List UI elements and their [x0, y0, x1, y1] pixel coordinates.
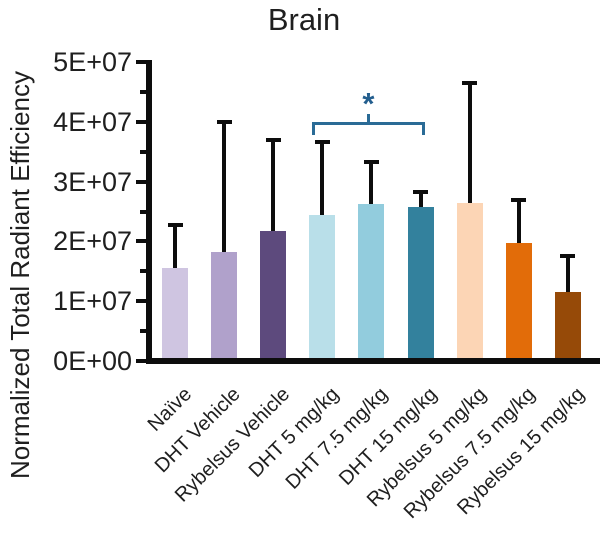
- error-bar-cap-rybelsus-vehicle: [265, 138, 281, 143]
- y-tick-label: 5E+07: [53, 47, 132, 77]
- y-tick-label: 3E+07: [53, 166, 132, 197]
- y-axis-title: Normalized Total Radiant Efficiency: [5, 71, 35, 480]
- y-tick-label: 1E+07: [53, 286, 132, 317]
- error-bar-cap-dht-7-5-mg-kg: [363, 160, 379, 165]
- y-minor-tick: [140, 89, 146, 94]
- significance-bracket-mid-tick: [366, 114, 370, 122]
- error-bar-cap-dht-5-mg-kg: [314, 139, 330, 144]
- error-bar-cap-na-ve: [167, 222, 183, 227]
- error-bar-rybelsus-7-5-mg-kg: [516, 200, 521, 244]
- bar-rybelsus-15-mg-kg: [554, 292, 581, 358]
- y-major-tick: [136, 60, 146, 64]
- y-tick-label: 2E+07: [53, 226, 132, 257]
- y-major-tick: [136, 299, 146, 304]
- y-major-tick: [136, 119, 146, 124]
- y-major-tick: [136, 179, 146, 184]
- chart-title: Brain: [267, 2, 341, 37]
- y-tick-label: 0E+00: [53, 346, 132, 376]
- error-bar-cap-rybelsus-7-5-mg-kg: [511, 198, 527, 203]
- error-bar-cap-dht-15-mg-kg: [413, 190, 428, 195]
- significance-asterisk: *: [362, 86, 375, 121]
- error-bar-dht-5-mg-kg: [320, 141, 325, 216]
- error-bar-na-ve: [173, 224, 177, 269]
- significance-bracket-right-leg: [421, 122, 425, 135]
- y-minor-tick: [140, 209, 146, 214]
- error-bar-cap-dht-vehicle: [216, 119, 232, 124]
- y-axis-line: [146, 60, 152, 364]
- bar-rybelsus-vehicle: [260, 230, 287, 358]
- y-minor-tick: [140, 149, 146, 154]
- bar-dht-15-mg-kg: [407, 206, 434, 358]
- y-minor-tick: [140, 329, 146, 334]
- bar-na-ve: [162, 268, 188, 358]
- y-tick-label: 4E+07: [53, 106, 132, 137]
- y-major-tick: [136, 239, 146, 244]
- error-bar-rybelsus-15-mg-kg: [565, 256, 570, 293]
- bar-rybelsus-5-mg-kg: [456, 203, 483, 358]
- x-axis-line: [146, 358, 600, 364]
- bar-dht-vehicle: [211, 251, 238, 358]
- significance-bracket-line: [312, 122, 425, 125]
- error-bar-dht-7-5-mg-kg: [369, 162, 374, 205]
- error-bar-rybelsus-5-mg-kg: [467, 82, 472, 204]
- bar-dht-5-mg-kg: [309, 215, 336, 358]
- bar-rybelsus-7-5-mg-kg: [505, 243, 532, 358]
- y-minor-tick: [140, 269, 146, 274]
- significance-bracket-left-leg: [312, 122, 316, 135]
- error-bar-rybelsus-vehicle: [271, 140, 276, 231]
- bar-dht-7-5-mg-kg: [358, 204, 385, 358]
- y-major-tick: [136, 359, 146, 363]
- error-bar-cap-rybelsus-15-mg-kg: [560, 254, 576, 259]
- error-bar-dht-15-mg-kg: [418, 192, 423, 207]
- error-bar-dht-vehicle: [222, 121, 227, 252]
- error-bar-cap-rybelsus-5-mg-kg: [462, 80, 478, 85]
